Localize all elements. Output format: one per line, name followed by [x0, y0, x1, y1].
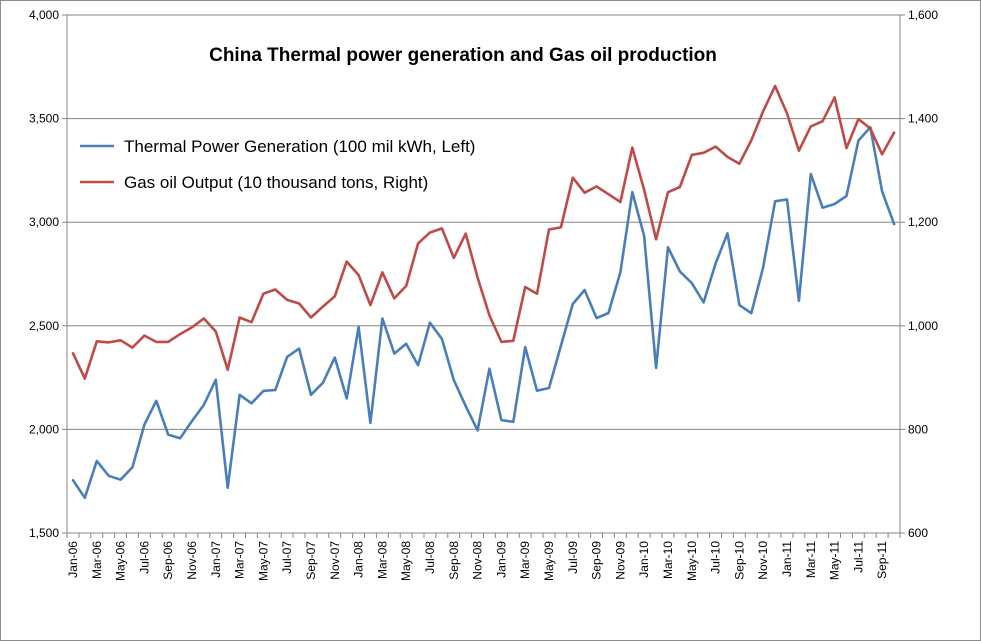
- x-tick-label: Jul-11: [851, 541, 865, 573]
- x-tick-label: Nov-10: [756, 541, 770, 580]
- x-tick-label: Nov-09: [613, 541, 627, 580]
- right-axis-ticks: 600 800 1,000 1,200 1,400 1,600: [900, 8, 938, 540]
- right-tick-label: 1,000: [908, 319, 938, 333]
- x-tick-label: Mar-08: [375, 541, 389, 579]
- left-tick-label: 1,500: [29, 526, 59, 540]
- x-tick-label: Nov-06: [185, 541, 199, 580]
- series-layer: [71, 84, 896, 500]
- x-tick-label: Sep-07: [304, 541, 318, 580]
- x-tick-label: Jan-09: [494, 541, 508, 578]
- x-tick-label: Mar-06: [90, 541, 104, 579]
- x-tick-label: May-11: [828, 541, 842, 580]
- left-tick-label: 3,000: [29, 215, 59, 229]
- x-tick-label: Sep-11: [875, 541, 889, 579]
- x-tick-label: Jul-06: [137, 541, 151, 574]
- x-tick-label: Sep-09: [590, 541, 604, 580]
- x-tick-label: Mar-10: [661, 541, 675, 579]
- x-tick-label: Jan-10: [637, 541, 651, 578]
- left-tick-label: 2,500: [29, 319, 59, 333]
- x-tick-label: Jan-06: [66, 541, 80, 578]
- x-tick-label: Jan-07: [209, 541, 223, 578]
- x-tick-label: Jul-08: [423, 541, 437, 574]
- x-axis-ticks: Jan-06 Mar-06 May-06 Jul-06 Sep-06 Nov-06 Jan-…: [66, 533, 901, 581]
- right-tick-label: 1,600: [908, 8, 938, 22]
- x-tick-label: Mar-09: [518, 541, 532, 579]
- right-tick-label: 600: [908, 526, 928, 540]
- right-tick-label: 1,400: [908, 112, 938, 126]
- x-tick-label: Sep-10: [732, 541, 746, 580]
- series-line-1: [71, 126, 896, 500]
- x-tick-label: Nov-08: [471, 541, 485, 580]
- x-tick-label: Jul-10: [709, 541, 723, 574]
- x-tick-label: May-07: [256, 541, 270, 581]
- left-tick-label: 4,000: [29, 8, 59, 22]
- gridlines: [67, 14, 900, 430]
- x-tick-label: Nov-07: [328, 541, 342, 580]
- right-tick-label: 800: [908, 422, 928, 436]
- x-tick-label: May-06: [114, 541, 128, 581]
- x-tick-label: May-08: [399, 541, 413, 581]
- x-tick-label: Mar-07: [233, 541, 247, 579]
- legend: Thermal Power Generation (100 mil kWh, L…: [80, 137, 475, 192]
- x-tick-label: Jan-08: [352, 541, 366, 578]
- left-tick-label: 2,000: [29, 422, 59, 436]
- left-axis-ticks: 1,500 2,000 2,500 3,000 3,500 4,000: [29, 8, 67, 540]
- x-tick-label: Mar-11: [804, 541, 818, 578]
- x-tick-label: Sep-08: [447, 541, 461, 580]
- series-line-2: [71, 84, 896, 380]
- legend-label-1: Thermal Power Generation (100 mil kWh, L…: [124, 137, 475, 156]
- left-tick-label: 3,500: [29, 112, 59, 126]
- x-tick-label: Jan-11: [780, 541, 794, 577]
- legend-label-2: Gas oil Output (10 thousand tons, Right): [124, 173, 428, 192]
- right-tick-label: 1,200: [908, 215, 938, 229]
- x-tick-label: Sep-06: [161, 541, 175, 580]
- x-tick-label: May-09: [542, 541, 556, 581]
- x-tick-label: Jul-07: [280, 541, 294, 574]
- chart-title: China Thermal power generation and Gas o…: [209, 45, 717, 66]
- x-tick-label: Jul-09: [566, 541, 580, 574]
- x-tick-label: May-10: [685, 541, 699, 581]
